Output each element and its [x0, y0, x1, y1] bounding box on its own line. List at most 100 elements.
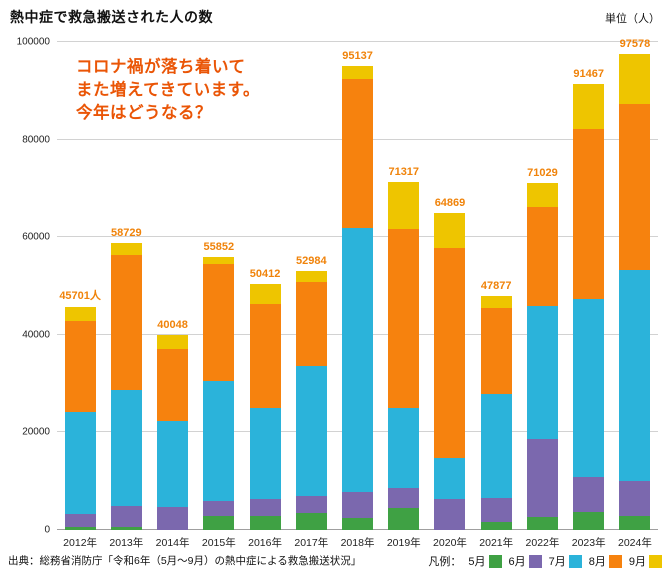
legend-label: 6月 [508, 556, 526, 568]
bar-segment-5月 [342, 518, 374, 530]
legend-swatch [608, 554, 622, 568]
y-axis-tick-label: 100000 [16, 36, 50, 48]
bar-segment-9月 [249, 284, 281, 304]
bar-group-2018年: 95137 2018年 [334, 42, 380, 549]
bars-container: 45701人 2012年 58729 2013年 40048 2014年 55852 2015… [57, 38, 658, 549]
bar-segment-7月 [203, 381, 235, 502]
bar-group-2024年: 97578 2024年 [612, 38, 658, 549]
stacked-bar [434, 213, 466, 530]
bar-group-2023年: 91467 2023年 [566, 42, 612, 549]
annotation-line: また増えてきています。 [76, 80, 261, 99]
bar-segment-9月 [157, 334, 189, 349]
x-axis-tick-label: 2022年 [525, 537, 560, 549]
bar-segment-6月 [342, 492, 374, 519]
bar-segment-6月 [64, 514, 96, 528]
bar-segment-6月 [295, 496, 327, 514]
bar-segment-6月 [619, 480, 651, 517]
legend-label: 5月 [468, 556, 486, 568]
bar-group-2020年: 64869 2020年 [427, 42, 473, 549]
bar-segment-9月 [619, 53, 651, 104]
x-axis-tick-label: 2016年 [248, 537, 282, 549]
bar-group-2021年: 47877 2021年 [473, 42, 519, 549]
bar-total-label: 45701人 [59, 289, 101, 302]
legend-label: 9月 [628, 556, 646, 568]
bar-group-2015年: 55852 2015年 [196, 42, 242, 549]
stacked-bar [249, 284, 281, 530]
bar-segment-5月 [573, 512, 605, 530]
bar-segment-8月 [480, 307, 512, 394]
bar-segment-5月 [64, 527, 96, 530]
bar-segment-5月 [110, 526, 142, 530]
bar-segment-6月 [388, 488, 420, 509]
bar-segment-6月 [110, 505, 142, 527]
bar-segment-8月 [203, 264, 235, 382]
y-axis-tick-label: 80000 [22, 134, 50, 146]
bar-total-label: 40048 [157, 318, 188, 331]
unit-label: 単位（人） [605, 13, 660, 25]
legend-item-5月: 5月 [468, 553, 502, 569]
bar-segment-6月 [434, 499, 466, 530]
bar-segment-5月 [295, 513, 327, 530]
bar-total-label: 50412 [249, 268, 281, 280]
plot-area: 0 20000 40000 60000 80000 100000 45701人 2012年 5… [17, 37, 658, 549]
stacked-bar [295, 271, 327, 530]
bar-segment-7月 [110, 390, 142, 506]
bar-segment-9月 [573, 83, 605, 129]
bar-group-2013年: 58729 2013年 [103, 42, 149, 549]
bar-segment-5月 [480, 522, 512, 530]
y-axis-tick-label: 20000 [22, 426, 50, 438]
stacked-bar [388, 181, 420, 530]
bar-segment-7月 [342, 227, 374, 493]
bar-segment-7月 [619, 270, 651, 481]
bar-total-label: 58729 [111, 227, 142, 240]
bar-segment-5月 [203, 515, 235, 530]
bar-segment-6月 [203, 501, 235, 516]
bar-total-label: 52984 [295, 255, 327, 268]
legend-swatch [649, 554, 662, 568]
bar-group-2022年: 71029 2022年 [519, 42, 565, 549]
legend: 凡例： 5月 6月 7月 8月 9月 [428, 553, 662, 569]
x-axis-tick-label: 2024年 [617, 537, 652, 549]
bar-group-2012年: 45701人 2012年 [57, 42, 103, 549]
bar-segment-9月 [110, 243, 142, 256]
chart-title: 熱中症で救急搬送された人の数 [10, 9, 213, 25]
bar-group-2017年: 52984 2017年 [288, 42, 334, 549]
bar-total-label: 95137 [342, 49, 373, 62]
bar-segment-7月 [295, 366, 327, 497]
stacked-bar [619, 53, 651, 530]
annotation-line: コロナ禍が落ち着いて [76, 58, 246, 76]
bar-segment-7月 [64, 411, 96, 515]
legend-item-9月: 9月 [629, 553, 662, 569]
bar-segment-9月 [480, 296, 512, 308]
bar-total-label: 91467 [573, 67, 604, 80]
bar-total-label: 64869 [434, 197, 466, 210]
bar-segment-8月 [295, 281, 327, 367]
bar-segment-8月 [342, 79, 374, 228]
bar-segment-5月 [388, 508, 420, 530]
bar-segment-7月 [480, 393, 512, 498]
bar-segment-6月 [157, 507, 189, 530]
bar-segment-7月 [526, 306, 558, 440]
bar-group-2019年: 71317 2019年 [381, 42, 427, 549]
bar-segment-9月 [526, 183, 558, 208]
bar-segment-8月 [249, 303, 281, 408]
bar-segment-9月 [342, 65, 374, 80]
x-axis-tick-label: 2012年 [63, 537, 98, 549]
bar-segment-8月 [110, 255, 142, 391]
legend-swatch [528, 554, 542, 568]
bar-segment-8月 [434, 248, 466, 459]
bar-segment-9月 [203, 257, 235, 265]
annotation-line: 今年はどうなる？ [76, 103, 212, 122]
x-axis-tick-label: 2013年 [109, 537, 144, 549]
stacked-bar [342, 65, 374, 530]
stacked-bar [480, 296, 512, 530]
bar-total-label: 71029 [527, 167, 558, 180]
bar-segment-8月 [64, 320, 96, 412]
x-axis-tick-label: 2019年 [386, 537, 421, 549]
stacked-bar [110, 243, 142, 530]
bar-segment-6月 [573, 476, 605, 513]
x-axis-tick-label: 2015年 [201, 537, 236, 549]
bar-segment-8月 [573, 128, 605, 299]
x-axis-tick-label: 2023年 [571, 537, 606, 549]
